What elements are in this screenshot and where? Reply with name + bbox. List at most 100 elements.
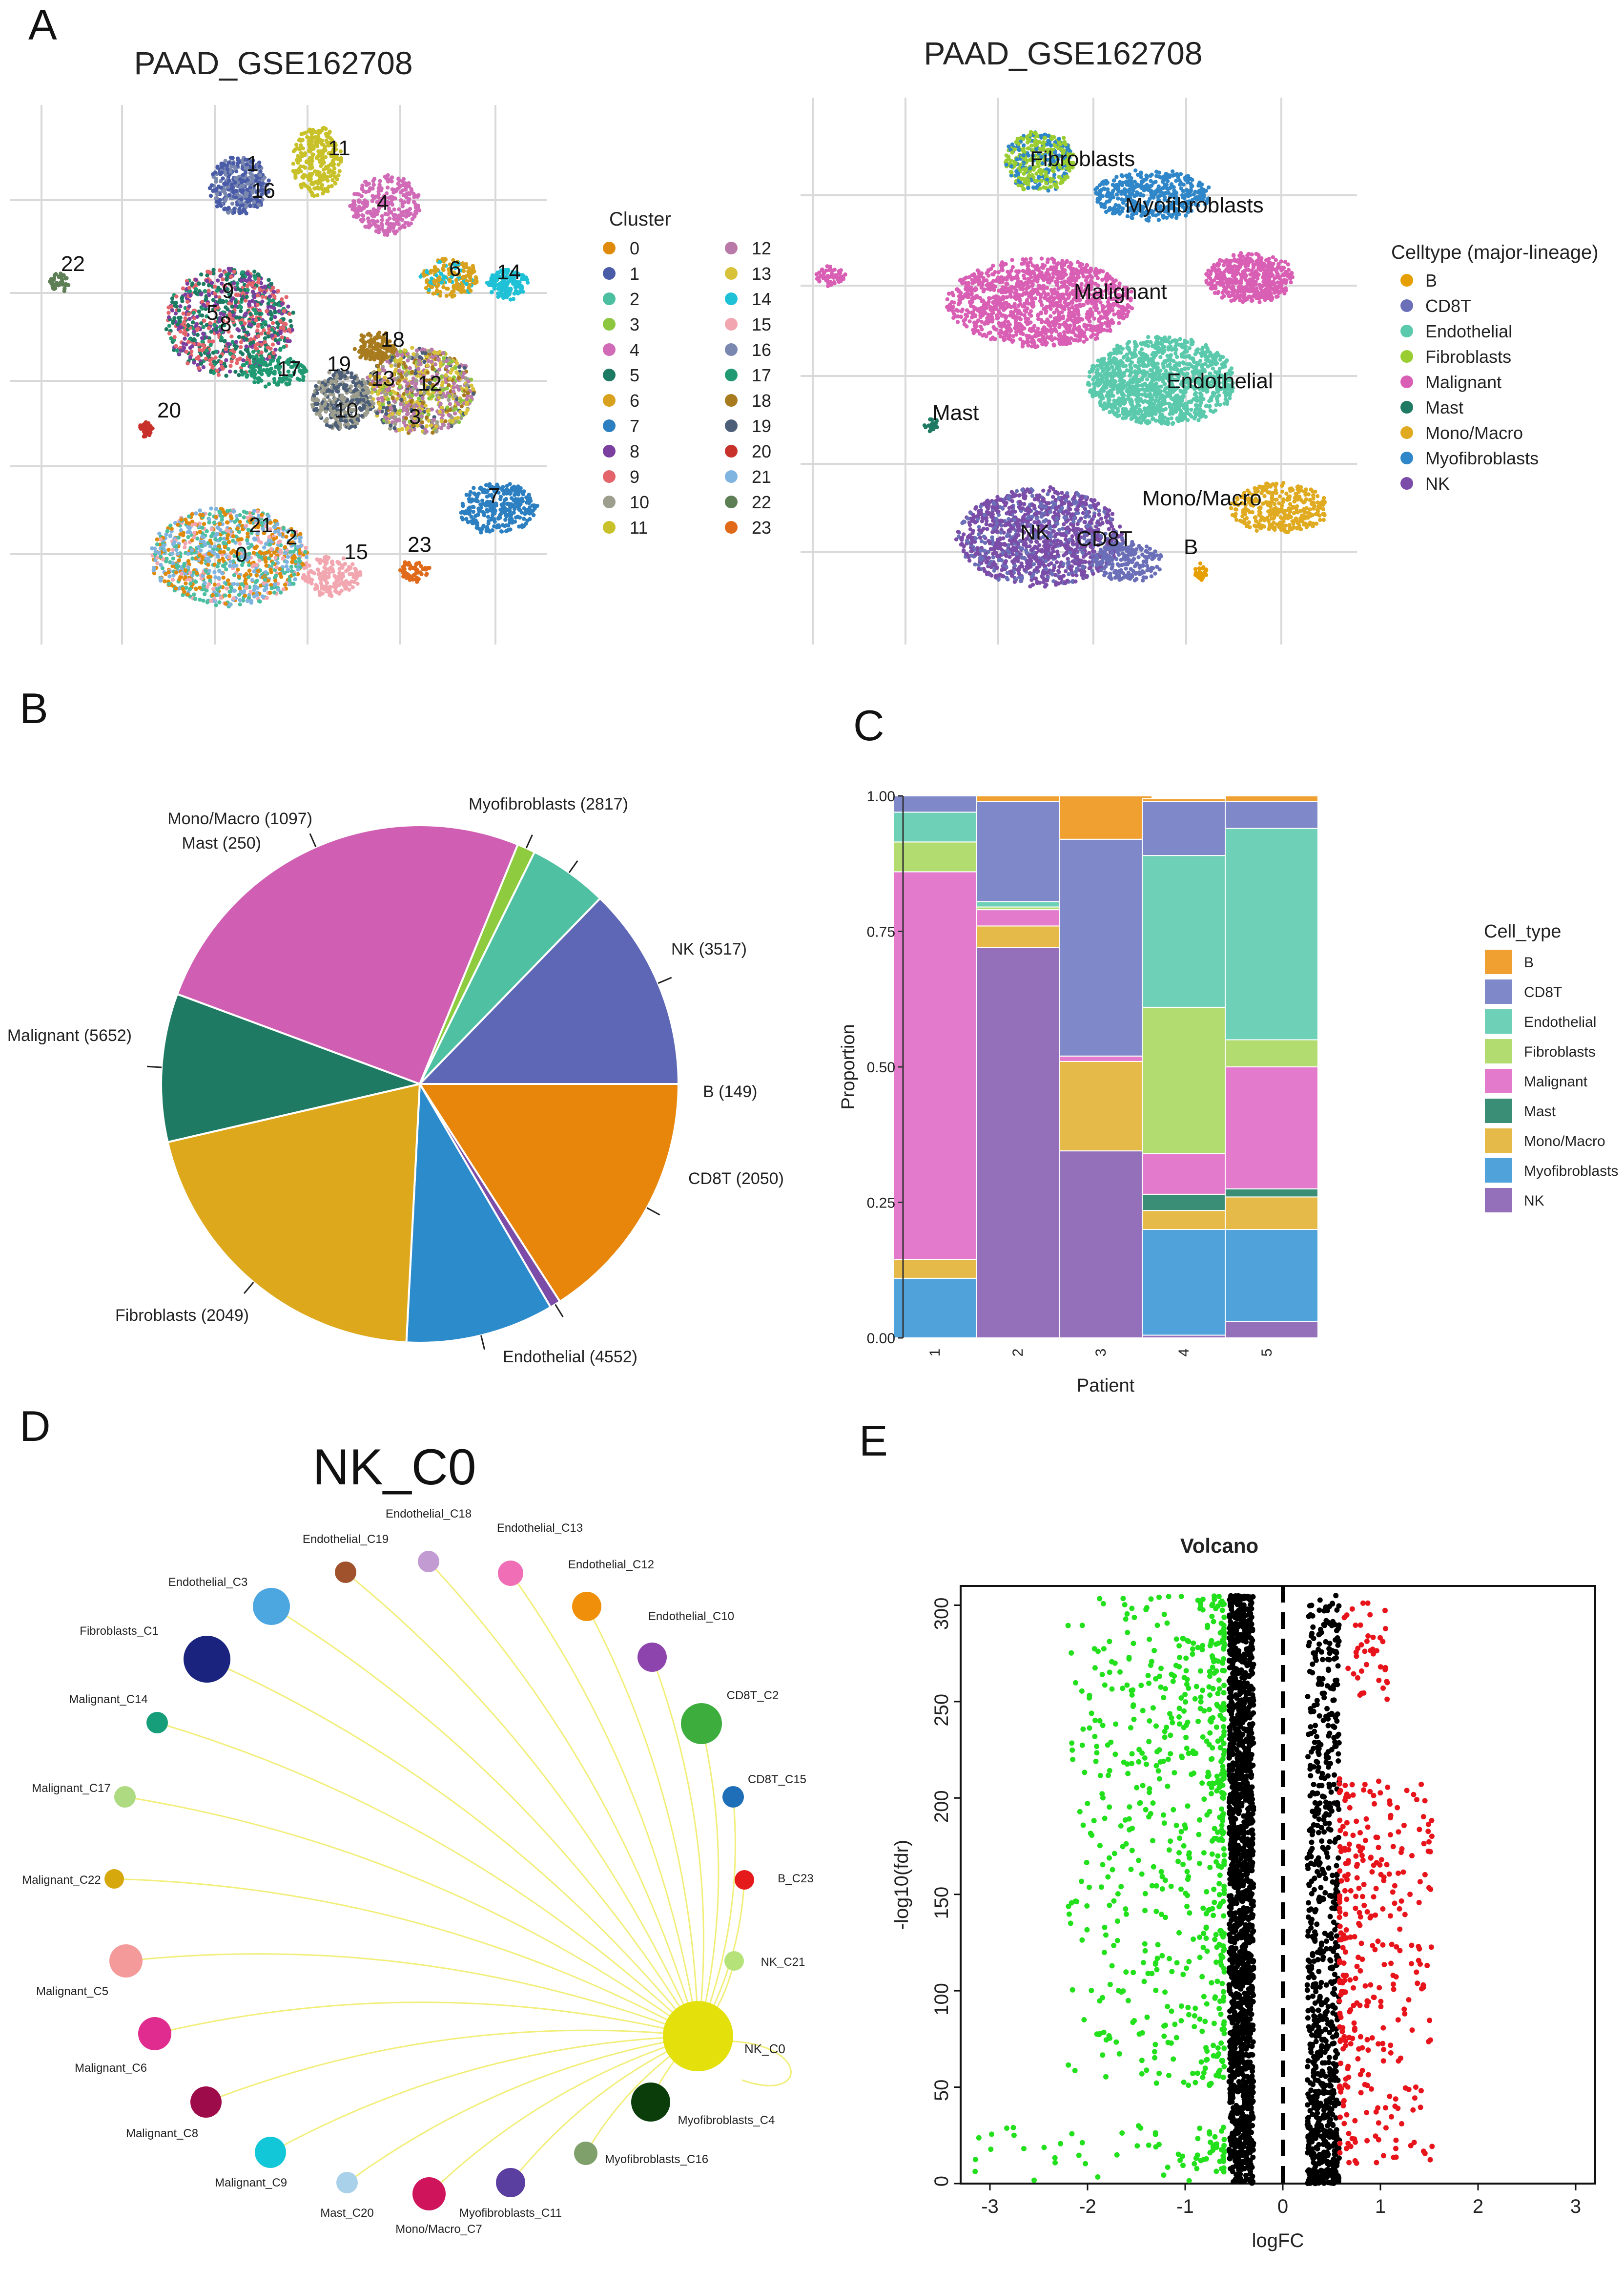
volcano-point-ns xyxy=(1227,1904,1233,1910)
volcano-point-down xyxy=(1129,1692,1135,1698)
volcano-point-ns xyxy=(1232,2145,1238,2150)
pie-label-endothelial: Endothelial (4552) xyxy=(503,1348,637,1366)
volcano-point-ns xyxy=(1238,1855,1244,1861)
y-axis-label: Proportion xyxy=(838,1024,859,1109)
volcano-point-down xyxy=(1192,2013,1197,2019)
volcano-point-ns xyxy=(1316,1830,1321,1835)
volcano-point-ns xyxy=(1236,1825,1242,1831)
volcano-point-ns xyxy=(1312,1813,1318,1819)
volcano-point-down xyxy=(1152,2041,1158,2047)
volcano-point-ns xyxy=(1316,1873,1322,1878)
celltype-label-endothelial: Endothelial xyxy=(1167,369,1273,393)
volcano-point-down xyxy=(1213,1835,1219,1841)
bar-3-malignant xyxy=(1059,1055,1152,1062)
volcano-point-down xyxy=(1102,1815,1108,1821)
volcano-point-ns xyxy=(1318,1626,1323,1632)
volcano-point-down xyxy=(1216,1881,1222,1887)
volcano-point-up xyxy=(1357,2072,1363,2078)
volcano-point-up xyxy=(1388,1812,1394,1818)
volcano-point-down xyxy=(1213,1641,1219,1647)
pie-slice-myofibroblasts xyxy=(417,897,680,1085)
volcano-point-up xyxy=(1352,2027,1357,2033)
volcano-point-ns xyxy=(1318,1942,1324,1948)
volcano-point-ns xyxy=(1316,1898,1322,1904)
volcano-point-ns xyxy=(1318,2050,1324,2056)
volcano-point-down xyxy=(1101,1950,1107,1956)
volcano-point-down xyxy=(1201,1850,1207,1856)
volcano-point-down xyxy=(1219,1706,1225,1711)
volcano-point-down xyxy=(1181,1725,1187,1730)
pie-slice-fibroblasts xyxy=(160,993,423,1144)
celltype-label-b: B xyxy=(1184,535,1198,559)
volcano-point-up xyxy=(1409,1961,1414,1967)
volcano-point-ns xyxy=(1309,2146,1315,2152)
volcano-point-up xyxy=(1360,1600,1366,1606)
volcano-point-down xyxy=(1215,1738,1221,1744)
volcano-point-ns xyxy=(1234,1936,1240,1942)
volcano-point-up xyxy=(1357,1914,1363,1920)
volcano-point-up xyxy=(1364,2003,1370,2009)
volcano-point-down xyxy=(1087,1695,1092,1701)
volcano-point-down xyxy=(1221,1860,1227,1865)
volcano-point-ns xyxy=(1241,2044,1247,2050)
volcano-point-up xyxy=(1409,2027,1415,2033)
volcano-point-down xyxy=(1114,2152,1120,2158)
volcano-point-ns xyxy=(1333,1887,1339,1893)
volcano-point-down xyxy=(1201,2070,1207,2076)
volcano-point-ns xyxy=(1228,1648,1233,1654)
volcano-point-down xyxy=(1205,1774,1211,1780)
volcano-point-down xyxy=(1097,1718,1103,1724)
volcano-point-up xyxy=(1429,1833,1435,1839)
volcano-point-ns xyxy=(1310,2111,1316,2117)
volcano-point-down xyxy=(1207,2129,1213,2135)
volcano-xtick--2: -2 xyxy=(1079,2196,1096,2217)
volcano-point-up xyxy=(1350,2036,1356,2041)
volcano-point-up xyxy=(1359,2045,1365,2051)
node-myofibroblasts_c16 xyxy=(574,2142,597,2165)
node-label-13: NK_C21 xyxy=(761,1956,805,1969)
volcano-point-ns xyxy=(1336,1855,1341,1861)
node-center xyxy=(663,2001,733,2071)
volcano-point-down xyxy=(1197,1955,1203,1960)
volcano-point-ns xyxy=(1334,1863,1339,1869)
node-label-22: Myofibroblasts_C11 xyxy=(459,2207,562,2220)
volcano-point-ns xyxy=(1307,2180,1313,2186)
volcano-point-ns xyxy=(1245,1836,1251,1842)
bar-2-nk xyxy=(976,947,1069,1338)
volcano-point-down xyxy=(1207,1673,1213,1679)
volcano-point-down xyxy=(1185,1803,1191,1809)
edge-12 xyxy=(114,1878,699,2037)
volcano-point-up xyxy=(1337,1828,1343,1833)
volcano-point-ns xyxy=(1305,2015,1311,2021)
volcano-point-down xyxy=(1129,1751,1135,1757)
volcano-point-up xyxy=(1365,2047,1371,2053)
pie-label-myofibroblasts: Myofibroblasts (2817) xyxy=(469,795,628,813)
volcano-point-down xyxy=(1115,1891,1121,1897)
volcano-point-ns xyxy=(1234,1923,1240,1929)
volcano-point-ns xyxy=(1239,2024,1245,2030)
volcano-point-down xyxy=(1221,1852,1227,1858)
volcano-point-ns xyxy=(1239,2058,1245,2063)
volcano-point-up xyxy=(1380,2058,1386,2064)
x-axis-label: Patient xyxy=(1077,1375,1135,1396)
volcano-point-ns xyxy=(1250,2027,1256,2033)
volcano-point-down xyxy=(1200,1596,1206,1602)
pie-label-mono-macro: Mono/Macro (1097) xyxy=(167,810,312,828)
volcano-point-down xyxy=(1079,2140,1085,2145)
volcano-point-ns xyxy=(1326,1733,1332,1739)
celltype-legend-title: Celltype (major-lineage) xyxy=(1391,242,1599,263)
volcano-point-down xyxy=(1121,1759,1127,1765)
volcano-point-down xyxy=(1199,1647,1205,1653)
volcano-point-ns xyxy=(1305,1928,1311,1934)
bar-legend-label-7: Myofibroblasts xyxy=(1524,1163,1618,1179)
volcano-point-ns xyxy=(1319,1690,1325,1696)
cluster-label-0: 0 xyxy=(235,542,247,566)
cluster-legend-label-21: 21 xyxy=(752,467,771,487)
volcano-point-ns xyxy=(1230,2151,1235,2157)
volcano-ytick-100: 100 xyxy=(931,1983,952,2016)
volcano-point-down xyxy=(1197,2016,1203,2022)
volcano-point-down xyxy=(1148,1663,1153,1668)
volcano-point-up xyxy=(1376,1845,1381,1851)
volcano-point-down xyxy=(1221,1690,1227,1696)
volcano-point-up xyxy=(1404,1788,1410,1793)
